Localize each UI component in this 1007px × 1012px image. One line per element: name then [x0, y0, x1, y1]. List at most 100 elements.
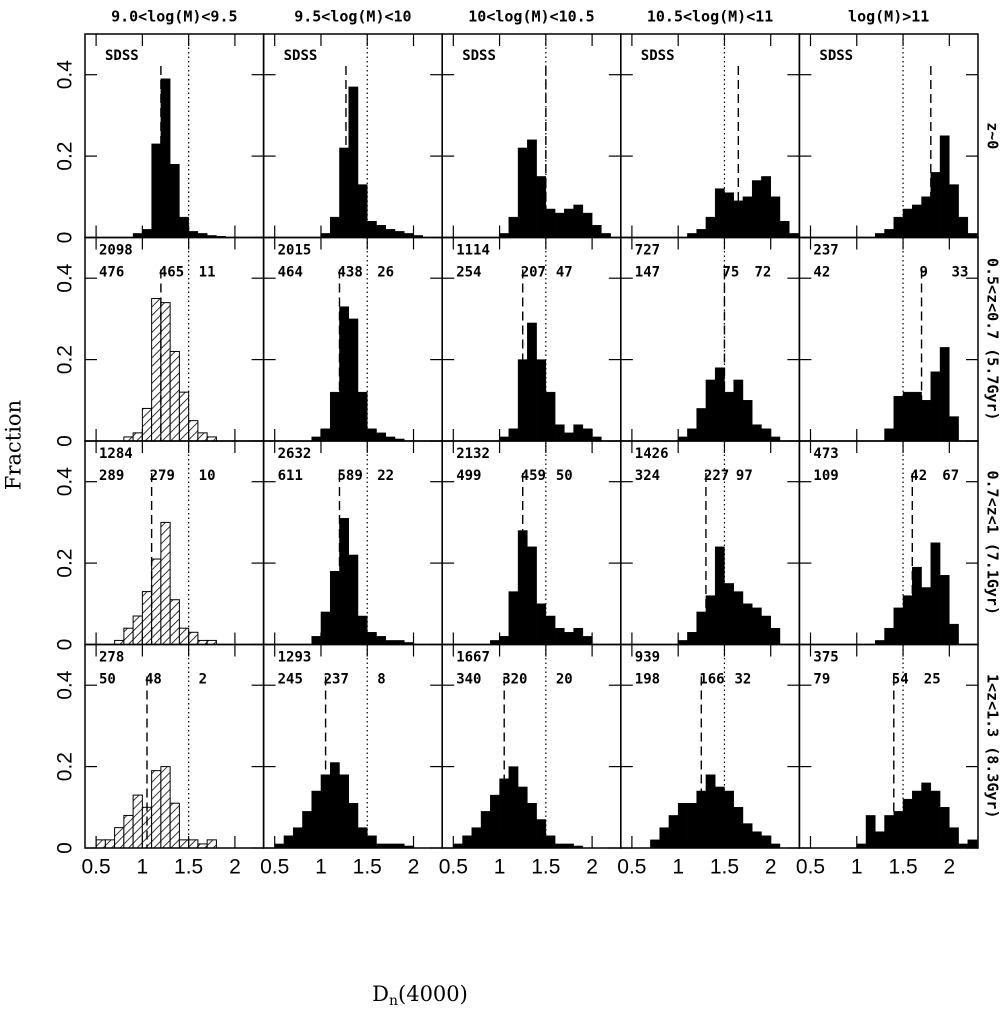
histogram-bar — [348, 554, 359, 645]
x-axis-label: Dn(4000) — [372, 982, 468, 1010]
bin-count: 438 — [337, 265, 362, 281]
histogram-bar — [884, 229, 895, 238]
histogram-bar — [714, 188, 725, 238]
histogram-bar — [132, 794, 143, 849]
bin-count: 54 — [892, 672, 909, 688]
histogram-bar — [348, 86, 359, 238]
histogram-bar — [366, 835, 377, 849]
histogram-bar — [376, 225, 387, 238]
histogram-bar — [302, 811, 312, 849]
histogram-bar — [545, 391, 556, 442]
column-title: 9.0<log(M)<9.5 — [111, 8, 237, 26]
histogram-bar — [893, 607, 904, 645]
histogram-bar — [329, 391, 340, 442]
x-tick-label: 1.5 — [531, 856, 560, 879]
bin-count: 2 — [199, 672, 207, 688]
bin-count: 48 — [145, 672, 162, 688]
total-count: 2632 — [278, 446, 312, 462]
histogram-bar — [893, 216, 904, 238]
histogram-bar — [724, 790, 734, 849]
x-tick-label: 1 — [851, 856, 863, 879]
y-tick-label: 0.2 — [54, 548, 77, 577]
bin-count: 237 — [324, 672, 349, 688]
histogram-bar — [169, 599, 180, 645]
total-count: 1667 — [456, 650, 490, 666]
histogram-bar — [912, 566, 922, 645]
histogram-bar — [188, 839, 199, 849]
bin-count: 227 — [704, 468, 729, 484]
histogram-bar — [779, 220, 790, 238]
bin-count: 33 — [952, 265, 969, 281]
histogram-bar — [545, 208, 556, 238]
histogram-bar — [770, 196, 781, 238]
histogram-bar — [206, 839, 217, 849]
bin-count: 198 — [635, 672, 660, 688]
sample-label: SDSS — [105, 48, 139, 64]
x-tick-label: 0.5 — [260, 856, 289, 879]
bin-count: 10 — [199, 468, 216, 484]
histogram-bar — [591, 225, 602, 238]
histogram-bar — [742, 196, 753, 238]
histogram-bar — [696, 229, 707, 238]
x-tick-label: 1 — [315, 856, 327, 879]
histogram-bar — [921, 196, 932, 238]
histogram-bar — [462, 835, 473, 849]
histogram-bar — [320, 611, 331, 645]
histogram-bar — [536, 359, 547, 442]
bin-count: 67 — [942, 468, 959, 484]
histogram-bar — [141, 806, 153, 849]
bin-count: 32 — [734, 672, 751, 688]
histogram-bar — [761, 615, 771, 645]
total-count: 2098 — [99, 243, 133, 259]
histogram-bar — [939, 807, 950, 849]
bin-count: 499 — [456, 468, 481, 484]
histogram-bar — [508, 216, 519, 238]
bin-count: 109 — [813, 468, 838, 484]
histogram-bar — [104, 839, 116, 849]
histogram-bar — [742, 400, 753, 442]
bin-count: 79 — [813, 672, 830, 688]
histogram-bar — [311, 790, 322, 849]
histogram-bar — [188, 631, 199, 645]
histogram-bar — [169, 802, 180, 849]
histogram-bar — [884, 428, 895, 442]
bin-count: 50 — [99, 672, 116, 688]
bin-count: 11 — [199, 265, 216, 281]
histogram-bar — [394, 231, 405, 238]
histogram-bar — [949, 184, 959, 238]
histogram-bar — [573, 204, 584, 238]
histogram-bar — [357, 391, 368, 442]
histogram-bar — [949, 827, 959, 849]
sample-label: SDSS — [641, 48, 675, 64]
histogram-bar — [884, 627, 895, 645]
histogram-bar — [659, 827, 670, 849]
histogram-bar — [142, 229, 152, 238]
histogram-bar — [902, 798, 913, 849]
histogram-bar — [188, 420, 199, 442]
histogram-bar — [348, 318, 359, 442]
histogram-bar — [696, 611, 707, 645]
x-tick-label: 1 — [137, 856, 149, 879]
histogram-bar — [761, 176, 771, 238]
bin-count: 340 — [456, 672, 481, 688]
histogram-bar — [545, 615, 556, 645]
histogram-bar — [733, 379, 744, 442]
x-axis-label-sub: n — [389, 993, 398, 1009]
histogram-bar — [376, 432, 387, 442]
histogram-bar — [582, 428, 593, 442]
y-tick-label: 0.4 — [54, 60, 77, 90]
histogram-bar — [536, 176, 547, 238]
histogram-bar — [536, 603, 547, 645]
histogram-bar — [517, 147, 528, 238]
histogram-bar — [696, 408, 707, 442]
histogram-bar — [178, 839, 190, 849]
bin-count: 459 — [521, 468, 546, 484]
x-tick-label: 0.5 — [796, 856, 825, 879]
histogram-bar — [545, 835, 556, 849]
histogram-bar — [939, 135, 950, 238]
bin-count: 289 — [99, 468, 124, 484]
bin-count: 9 — [920, 265, 928, 281]
histogram-bar — [376, 636, 387, 645]
histogram-bar — [471, 827, 482, 849]
histogram-bar — [893, 811, 904, 849]
